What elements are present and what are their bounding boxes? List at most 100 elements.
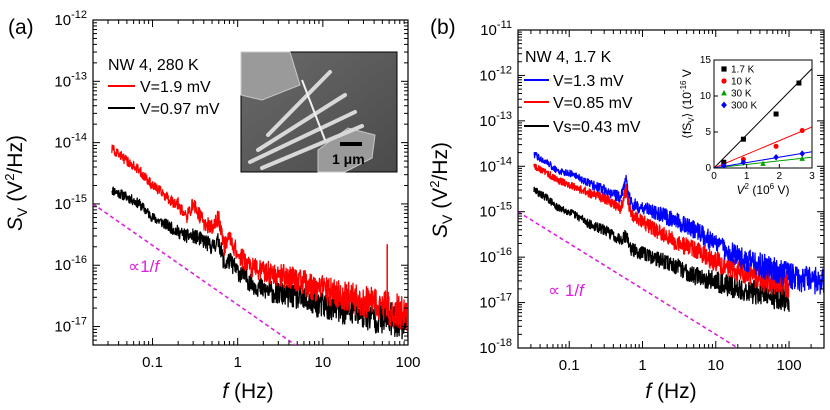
y-tick-label: 10-14 <box>479 155 512 175</box>
inset-legend-entry: 10 K <box>731 77 752 88</box>
y-tick-label: 10-17 <box>479 292 512 312</box>
plot-frame <box>517 29 825 349</box>
inset-point <box>796 80 802 86</box>
inset-point <box>799 128 805 134</box>
electrode-pad <box>317 127 376 173</box>
inset-x-tick-label: 3 <box>809 171 815 182</box>
x-tick-label: 100 <box>395 354 420 371</box>
legend-entry: V=0.97 mV <box>140 101 220 118</box>
inset-legend-marker <box>721 78 727 84</box>
inset-point <box>799 155 805 161</box>
y-tick-label: 10-15 <box>54 193 87 213</box>
inset-point <box>740 136 746 142</box>
inset-y-tick-label: 5 <box>705 127 711 138</box>
inset-x-tick-label: 1 <box>744 171 750 182</box>
legend-title: NW 4, 1.7 K <box>525 49 612 66</box>
electrode-pad <box>240 51 301 101</box>
series-line <box>111 186 408 340</box>
x-tick-label: 1 <box>234 354 242 371</box>
inset-points <box>721 80 805 168</box>
y-tick-label: 10-14 <box>54 132 87 152</box>
reference-line <box>93 203 297 345</box>
y-tick-label: 10-12 <box>479 64 512 84</box>
inset-x-axis-label: V2 (106 V) <box>737 182 790 197</box>
y-tick-group: 10-18 10-17 10-16 10-15 10-14 10-13 10-12 10-11 <box>479 19 824 357</box>
series-line <box>533 186 790 312</box>
y-axis-label: SV (V2/Hz) <box>2 135 30 231</box>
y-tick-label: 10-16 <box>54 254 87 274</box>
series-group <box>533 151 824 312</box>
y-tick-label: 10-18 <box>479 337 512 357</box>
legend-entry: Vs=0.43 mV <box>553 119 641 136</box>
inset-x-tick-label: 2 <box>777 171 783 182</box>
inset-y-tick-label: 10 <box>700 91 712 102</box>
y-tick-label: 10-15 <box>479 201 512 221</box>
y-axis-label: SV (V2/Hz) <box>427 142 455 238</box>
legend: NW 4, 1.7 K V=1.3 mV V=0.85 mV Vs=0.43 m… <box>524 49 641 136</box>
panel-label: (a) <box>8 16 34 39</box>
x-tick-label: 1 <box>638 357 646 374</box>
reference-line <box>518 211 739 348</box>
reference-line-label: ∝1/f <box>128 257 161 276</box>
reference-line-path <box>518 211 739 348</box>
inset-point <box>721 159 727 165</box>
inset-point <box>799 150 805 157</box>
inset-legend-entry: 1.7 K <box>731 65 755 76</box>
reference-line-label: ∝ 1/f <box>548 281 586 300</box>
inset-frame <box>713 59 813 169</box>
x-tick-label: 10 <box>314 354 331 371</box>
x-tick-group: 0.1 1 10 100 <box>92 20 421 371</box>
legend-entry: V=0.85 mV <box>553 95 633 112</box>
inset-fit-lines <box>714 68 812 168</box>
inset-y-tick-label: 0 <box>705 163 711 174</box>
inset-y-axis-label: ⟨fSV⟩ (10-16 V <box>679 69 696 139</box>
x-tick-label: 100 <box>777 357 802 374</box>
x-tick-label: 0.1 <box>142 354 163 371</box>
inset-legend-marker <box>721 101 727 109</box>
inset-point <box>773 143 779 149</box>
panel-b: (b) 0.1 1 10 100 10-1810-1710-1610-1510-141… <box>427 16 825 403</box>
reference-line-path <box>93 203 297 345</box>
inset-x-tick-label: 0 <box>711 171 717 182</box>
x-axis-label: f (Hz) <box>645 380 696 403</box>
inset-y-ticks: 0 5 10 15 <box>700 55 718 174</box>
inset-point <box>740 158 747 166</box>
legend-entry: V=1.3 mV <box>553 73 624 90</box>
inset-fit-line <box>714 126 812 168</box>
y-tick-label: 10-11 <box>480 19 512 39</box>
inset-legend-entry: 30 K <box>731 89 752 100</box>
x-axis-label: f (Hz) <box>222 380 273 403</box>
series-line <box>533 151 824 295</box>
plot-frame <box>92 19 409 346</box>
legend-title: NW 4, 280 K <box>108 57 199 74</box>
sem-inset-image: 1 μm <box>240 51 398 173</box>
inset-x-ticks: 0 1 2 3 <box>711 164 815 182</box>
series-line <box>111 144 408 334</box>
nanowires <box>248 70 364 170</box>
y-tick-label: 10-16 <box>479 246 512 266</box>
y-tick-group: 10-17 10-16 10-15 10-14 10-13 10-12 <box>54 9 408 346</box>
x-tick-label: 0.1 <box>559 357 580 374</box>
inset-point <box>773 153 779 161</box>
y-tick-label: 10-13 <box>479 110 512 130</box>
inset-point <box>760 160 766 166</box>
inset-y-tick-label: 15 <box>700 55 712 66</box>
y-tick-label: 10-13 <box>54 70 87 90</box>
inset-legend-marker <box>721 89 727 96</box>
inset-point <box>773 111 779 117</box>
series-group <box>111 144 408 340</box>
nanowire-contact <box>301 79 326 141</box>
inset-legend-entry: 300 K <box>731 101 757 112</box>
y-tick-label: 10-17 <box>54 316 87 336</box>
scale-bar-label: 1 μm <box>332 151 365 167</box>
legend-entry: V=1.9 mV <box>140 79 211 96</box>
scale-bar <box>340 142 362 146</box>
inset-point <box>721 162 727 168</box>
y-tick-label: 10-12 <box>54 9 87 29</box>
inset-fit-line <box>714 151 812 168</box>
x-tick-group: 0.1 1 10 100 <box>517 30 825 374</box>
panel-a: (a) 0.1 1 10 100 10-1710-1610-1510-1410-131… <box>2 9 421 403</box>
